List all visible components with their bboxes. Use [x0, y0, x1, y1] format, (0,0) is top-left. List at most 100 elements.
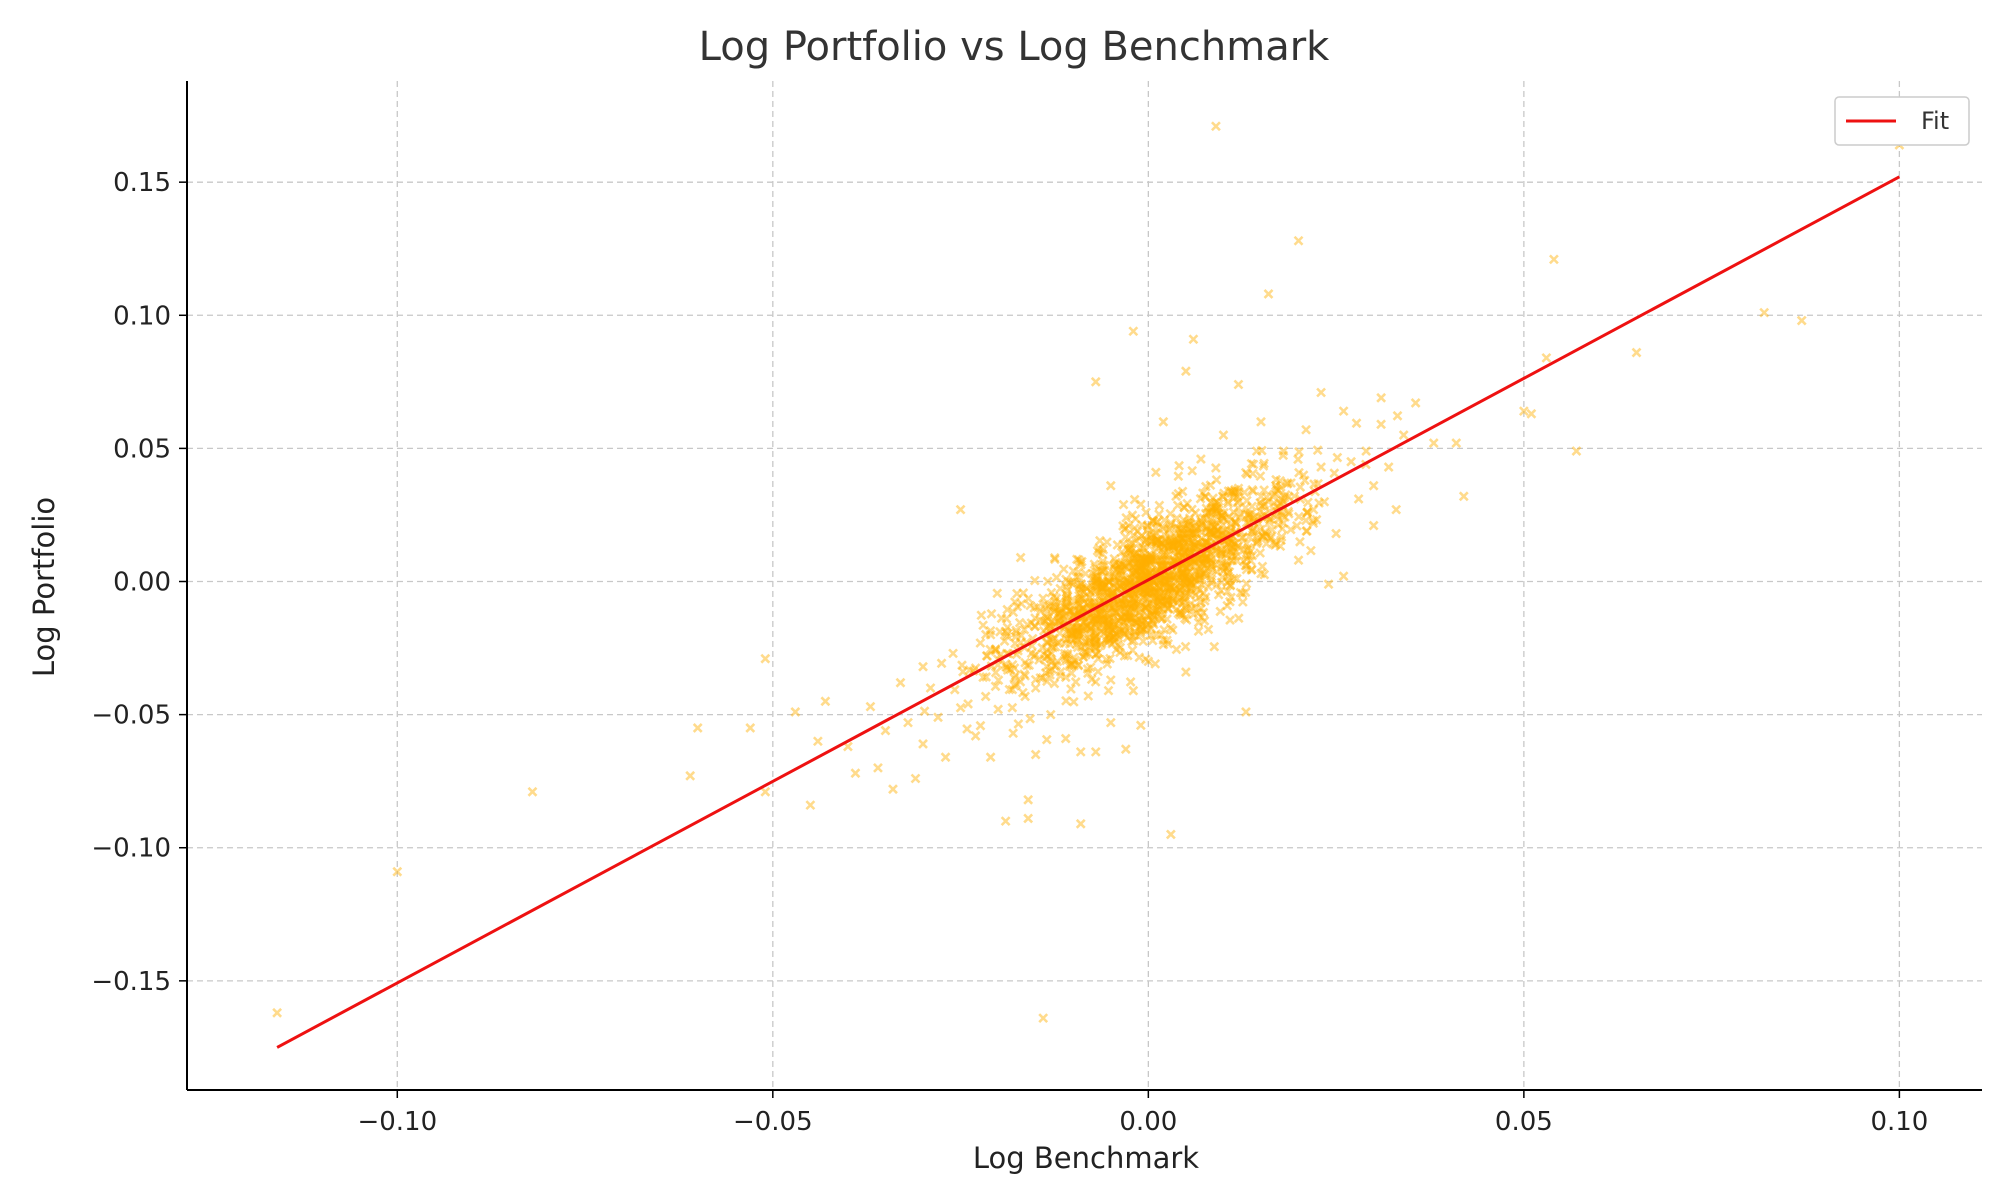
data-point — [1115, 559, 1125, 570]
data-point — [1226, 522, 1237, 533]
data-point — [1108, 608, 1118, 619]
data-point — [1275, 475, 1286, 486]
data-point — [1108, 619, 1118, 630]
data-point — [1168, 572, 1179, 582]
data-point — [1135, 499, 1146, 510]
data-point — [1213, 508, 1224, 519]
data-point — [1200, 553, 1211, 564]
data-point — [1134, 560, 1144, 571]
data-point — [1196, 533, 1207, 544]
data-point — [1090, 613, 1101, 624]
data-point — [1124, 538, 1135, 549]
data-point — [895, 677, 906, 688]
data-point — [1112, 607, 1123, 618]
data-point — [1160, 574, 1170, 585]
data-point — [948, 648, 958, 659]
data-point — [1148, 588, 1158, 598]
data-point — [1212, 579, 1222, 590]
data-point — [1113, 570, 1124, 581]
data-point — [1125, 598, 1135, 609]
data-point — [1143, 656, 1154, 667]
data-point — [1151, 537, 1162, 548]
data-point — [1213, 502, 1224, 513]
data-point — [1076, 604, 1086, 614]
data-point — [1120, 550, 1131, 561]
data-point — [1142, 566, 1153, 577]
data-point — [1088, 584, 1098, 595]
data-point — [1227, 551, 1238, 562]
data-point — [1085, 596, 1096, 607]
data-point — [1218, 488, 1229, 499]
data-point — [1194, 584, 1205, 595]
data-point — [1165, 519, 1176, 530]
data-point — [1139, 585, 1150, 596]
y-tick-label: 0.05 — [113, 434, 171, 464]
data-point — [992, 588, 1003, 599]
data-point — [1146, 623, 1157, 634]
data-point — [1175, 578, 1186, 589]
data-point — [1174, 540, 1185, 551]
data-point — [1240, 502, 1251, 513]
data-point — [1184, 575, 1195, 586]
data-point — [1139, 559, 1150, 570]
data-point — [685, 770, 696, 781]
data-point — [1210, 462, 1221, 473]
data-point — [1084, 641, 1094, 652]
data-point — [1123, 558, 1134, 569]
data-point — [1020, 691, 1031, 702]
data-point — [1124, 543, 1135, 554]
data-point — [1184, 560, 1195, 571]
data-point — [1119, 628, 1130, 639]
data-point — [1269, 540, 1280, 551]
data-point — [1162, 597, 1173, 608]
data-point — [1054, 608, 1065, 619]
data-point — [1186, 527, 1197, 538]
data-point — [1180, 561, 1191, 572]
data-point — [1168, 539, 1178, 550]
data-point — [1103, 630, 1114, 640]
data-point — [1162, 599, 1172, 609]
data-point — [1099, 610, 1110, 620]
data-point — [1206, 558, 1217, 569]
data-point — [1094, 535, 1105, 546]
data-point — [1227, 541, 1238, 552]
data-point — [1196, 519, 1207, 530]
data-point — [1128, 558, 1139, 569]
data-point — [1178, 569, 1188, 580]
data-point — [910, 773, 921, 784]
data-point — [1228, 573, 1239, 584]
data-point — [1154, 596, 1165, 607]
data-point — [1218, 565, 1229, 576]
data-point — [1122, 632, 1133, 643]
data-point — [1048, 633, 1059, 644]
data-point — [1241, 578, 1252, 589]
data-point — [955, 504, 966, 515]
data-point — [1083, 597, 1094, 608]
data-point — [1139, 554, 1150, 565]
data-point — [1180, 570, 1190, 581]
data-point — [1123, 576, 1133, 587]
data-point — [1151, 517, 1162, 528]
data-point — [1106, 624, 1117, 634]
data-point — [1016, 598, 1027, 609]
data-point — [1162, 554, 1173, 565]
data-point — [1052, 638, 1063, 649]
data-point — [1176, 568, 1187, 578]
data-point — [1161, 591, 1172, 602]
data-point — [1078, 652, 1089, 663]
data-point — [1158, 639, 1169, 650]
data-point — [1067, 579, 1078, 590]
data-point — [1161, 550, 1172, 561]
data-point — [1140, 568, 1151, 579]
data-point — [1211, 504, 1221, 515]
data-point — [1029, 602, 1040, 613]
data-point — [1169, 545, 1180, 556]
data-point — [1226, 486, 1237, 497]
data-point — [919, 706, 930, 717]
data-point — [1060, 733, 1071, 744]
data-point — [1147, 536, 1158, 546]
data-point — [1285, 524, 1296, 535]
data-point — [1058, 610, 1069, 621]
data-point — [1255, 506, 1266, 517]
data-point — [1192, 522, 1203, 533]
